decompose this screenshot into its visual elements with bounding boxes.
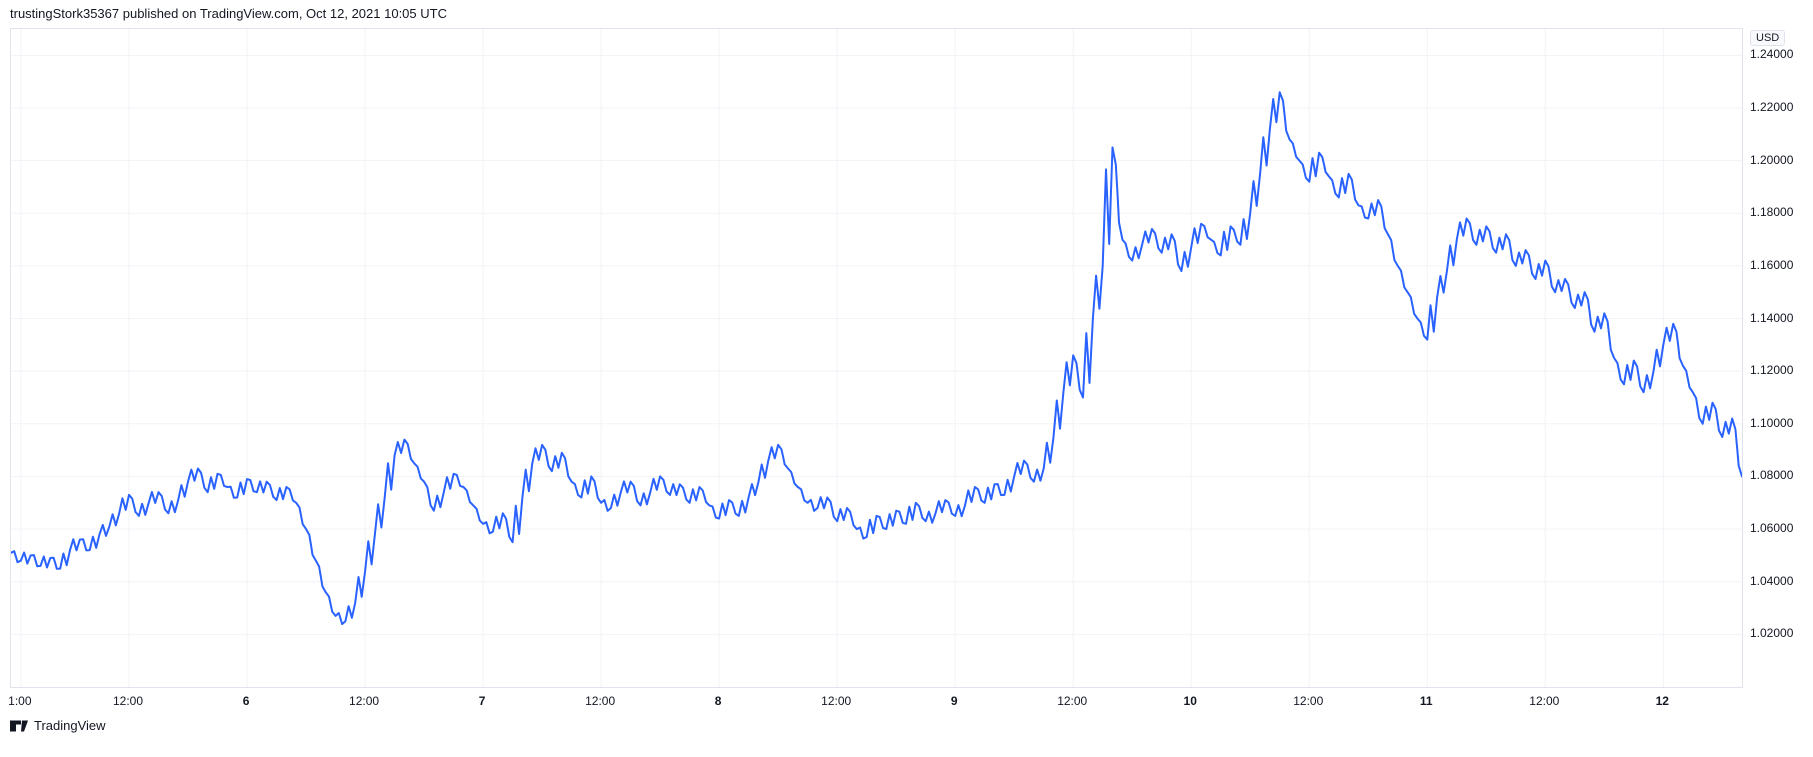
x-axis[interactable]: 1:00 12:00 6 12:00 7 12:00 8 12:00 9 12:00 10 12:00… bbox=[10, 690, 1743, 712]
brand-footer: TradingView bbox=[10, 718, 106, 733]
x-tick-label: 12:00 bbox=[1293, 694, 1323, 708]
y-tick-label: 1.24000 bbox=[1750, 47, 1793, 61]
y-tick-label: 1.04000 bbox=[1750, 574, 1793, 588]
x-tick-label: 12:00 bbox=[585, 694, 615, 708]
x-tick-label: 12:00 bbox=[821, 694, 851, 708]
x-tick-label: 6 bbox=[243, 694, 250, 708]
y-tick-label: 1.12000 bbox=[1750, 363, 1793, 377]
y-axis[interactable]: 1.02000 1.04000 1.06000 1.08000 1.10000 1.120… bbox=[1744, 28, 1804, 688]
chart-svg bbox=[11, 29, 1742, 687]
x-tick-label: 1:00 bbox=[8, 694, 31, 708]
x-tick-label: 8 bbox=[715, 694, 722, 708]
x-tick-label: 12 bbox=[1656, 694, 1669, 708]
x-tick-label: 10 bbox=[1184, 694, 1197, 708]
y-tick-label: 1.10000 bbox=[1750, 416, 1793, 430]
brand-label: TradingView bbox=[34, 718, 106, 733]
y-tick-label: 1.16000 bbox=[1750, 258, 1793, 272]
y-tick-label: 1.20000 bbox=[1750, 153, 1793, 167]
x-tick-label: 12:00 bbox=[1057, 694, 1087, 708]
y-tick-label: 1.08000 bbox=[1750, 468, 1793, 482]
x-tick-label: 7 bbox=[479, 694, 486, 708]
price-chart[interactable] bbox=[10, 28, 1743, 688]
tradingview-logo-icon bbox=[10, 720, 28, 732]
x-tick-label: 11 bbox=[1420, 694, 1433, 708]
y-tick-label: 1.14000 bbox=[1750, 311, 1793, 325]
y-tick-label: 1.18000 bbox=[1750, 205, 1793, 219]
y-tick-label: 1.02000 bbox=[1750, 626, 1793, 640]
y-tick-label: 1.22000 bbox=[1750, 100, 1793, 114]
chart-container: trustingStork35367 published on TradingV… bbox=[0, 0, 1813, 757]
x-tick-label: 12:00 bbox=[1529, 694, 1559, 708]
y-tick-label: 1.06000 bbox=[1750, 521, 1793, 535]
publish-info: trustingStork35367 published on TradingV… bbox=[10, 6, 447, 21]
x-tick-label: 12:00 bbox=[113, 694, 143, 708]
x-tick-label: 9 bbox=[951, 694, 958, 708]
x-tick-label: 12:00 bbox=[349, 694, 379, 708]
